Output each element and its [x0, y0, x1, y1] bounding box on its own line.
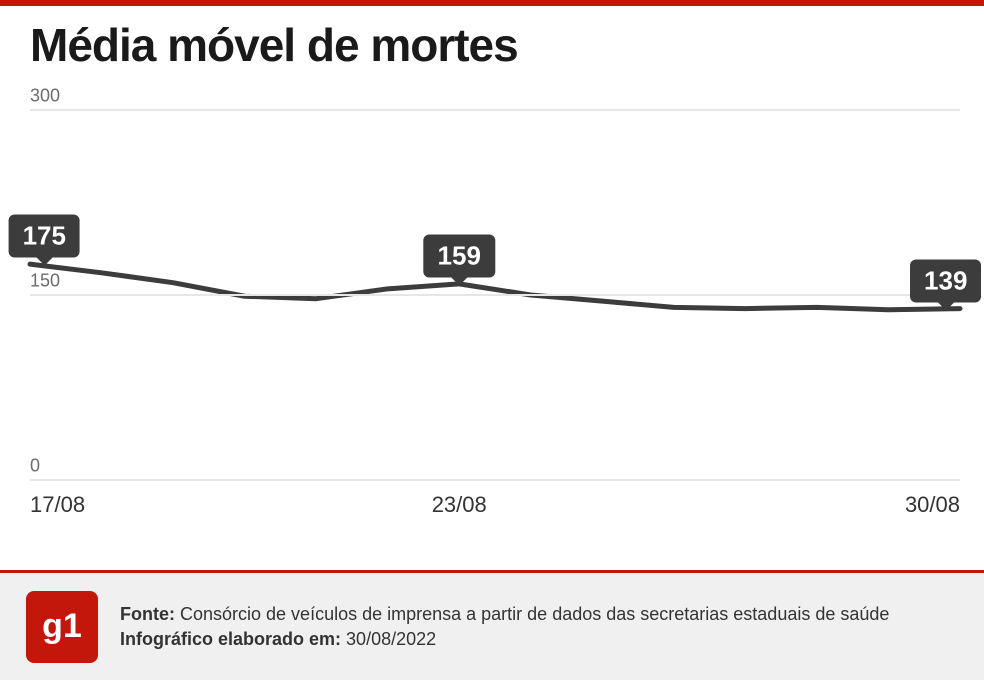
footer-text: Fonte: Consórcio de veículos de imprensa… — [120, 602, 889, 651]
badge-tail — [938, 302, 954, 310]
badge-tail — [451, 277, 467, 285]
infografico-text: 30/08/2022 — [346, 629, 436, 649]
badge-tail — [36, 258, 52, 266]
x-axis: 17/08 23/08 30/08 — [30, 492, 960, 522]
gridline — [30, 294, 960, 296]
infografico-label: Infográfico elaborado em: — [120, 629, 341, 649]
gridline — [30, 479, 960, 481]
fonte-label: Fonte: — [120, 604, 175, 624]
data-point-badge: 139 — [910, 259, 981, 302]
data-point-badge: 159 — [424, 234, 495, 277]
y-tick-label: 150 — [30, 271, 60, 292]
gridline — [30, 109, 960, 111]
data-point-badge: 175 — [9, 215, 80, 258]
line-chart: 0150300175159139 — [30, 110, 960, 480]
x-tick-label: 23/08 — [432, 492, 487, 518]
brand-logo: g1 — [26, 591, 98, 663]
chart-title: Média móvel de mortes — [30, 18, 518, 72]
accent-top-bar — [0, 0, 984, 6]
footer-bar: g1 Fonte: Consórcio de veículos de impre… — [0, 570, 984, 680]
fonte-text: Consórcio de veículos de imprensa a part… — [180, 604, 889, 624]
y-tick-label: 300 — [30, 86, 60, 107]
x-tick-label: 30/08 — [905, 492, 960, 518]
x-tick-label: 17/08 — [30, 492, 85, 518]
series-line — [30, 264, 960, 310]
y-tick-label: 0 — [30, 456, 40, 477]
